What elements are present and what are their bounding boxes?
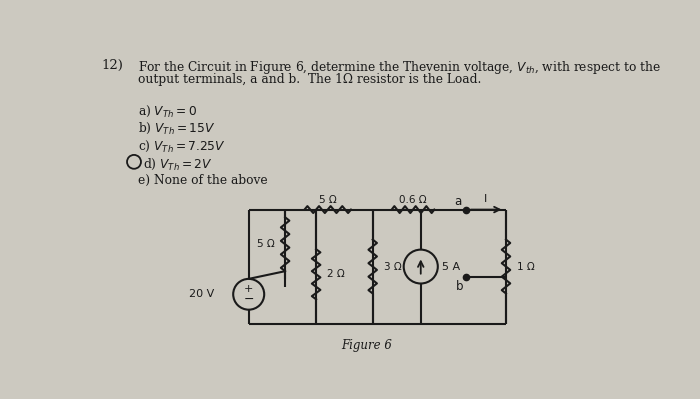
Text: b) $V_{Th} = 15V$: b) $V_{Th} = 15V$: [138, 121, 216, 136]
Text: e) None of the above: e) None of the above: [138, 174, 267, 187]
Text: 0.6 Ω: 0.6 Ω: [399, 195, 427, 205]
Text: 5 Ω: 5 Ω: [319, 195, 337, 205]
Text: I: I: [484, 194, 487, 204]
Text: For the Circuit in Figure 6, determine the Thevenin voltage, $V_{th}$, with resp: For the Circuit in Figure 6, determine t…: [138, 59, 661, 76]
Text: 2 Ω: 2 Ω: [327, 269, 344, 279]
Text: +: +: [244, 284, 253, 294]
Text: 1 Ω: 1 Ω: [517, 262, 535, 272]
Text: 12): 12): [102, 59, 123, 72]
Text: a) $V_{Th} = 0$: a) $V_{Th} = 0$: [138, 103, 197, 119]
Text: Figure 6: Figure 6: [341, 339, 392, 352]
Text: d) $V_{Th} = 2V$: d) $V_{Th} = 2V$: [144, 156, 213, 172]
Text: 5 Ω: 5 Ω: [256, 239, 274, 249]
Text: 5 A: 5 A: [442, 262, 461, 272]
Text: a: a: [454, 195, 461, 207]
Text: c) $V_{Th} = 7.25V$: c) $V_{Th} = 7.25V$: [138, 139, 225, 154]
Text: b: b: [456, 280, 463, 293]
Text: 3 Ω: 3 Ω: [384, 262, 401, 272]
Text: output terminals, a and b.  The 1Ω resistor is the Load.: output terminals, a and b. The 1Ω resist…: [138, 73, 482, 85]
Text: −: −: [244, 293, 254, 306]
Text: 20 V: 20 V: [189, 289, 215, 299]
